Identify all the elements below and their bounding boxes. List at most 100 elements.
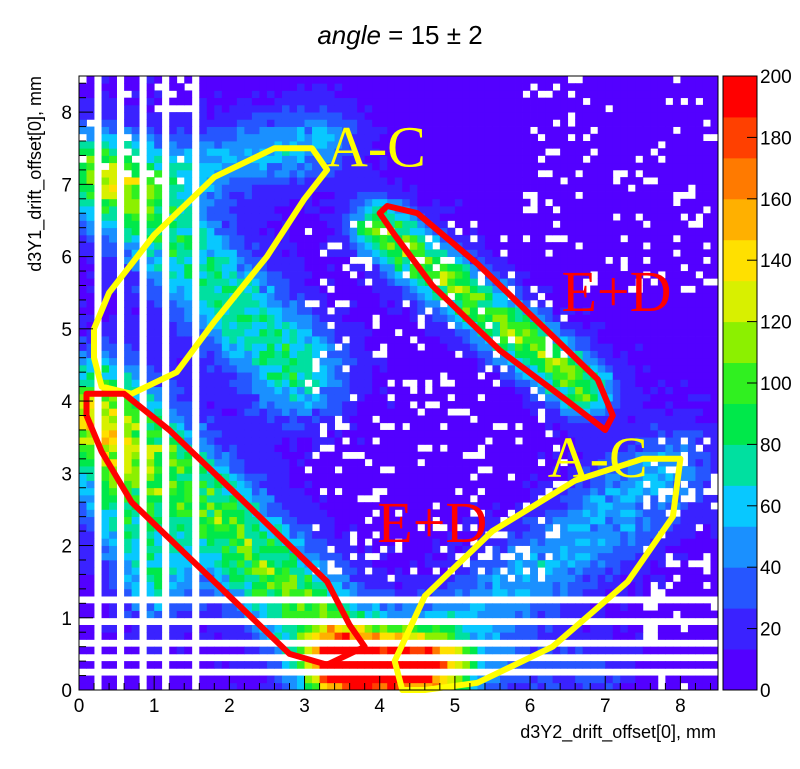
heatmap-bin	[214, 538, 223, 546]
heatmap-bin	[515, 336, 523, 344]
heatmap-bin	[552, 343, 561, 351]
heatmap-bin	[266, 220, 275, 229]
heatmap-bin	[432, 552, 441, 561]
heatmap-bin	[297, 473, 305, 481]
heatmap-bin	[537, 271, 546, 279]
heatmap-bin	[199, 682, 208, 691]
heatmap-bin	[530, 155, 538, 164]
heatmap-bin	[379, 502, 388, 510]
heatmap-bin	[109, 494, 117, 503]
heatmap-bin	[545, 509, 554, 518]
heatmap-bin	[266, 162, 275, 171]
heatmap-bin	[454, 494, 463, 503]
heatmap-bin	[439, 112, 448, 120]
heatmap-bin	[304, 292, 313, 301]
heatmap-bin	[146, 343, 155, 351]
heatmap-bin	[582, 632, 591, 640]
heatmap-bin	[289, 552, 298, 561]
heatmap-bin	[605, 429, 614, 438]
heatmap-bin	[297, 83, 305, 91]
heatmap-bin	[101, 133, 110, 142]
heatmap-bin	[552, 574, 561, 583]
heatmap-bin	[79, 271, 87, 279]
heatmap-bin	[379, 437, 388, 445]
heatmap-bin	[251, 213, 260, 221]
heatmap-bin	[266, 206, 275, 214]
heatmap-bin	[372, 581, 381, 590]
heatmap-bin	[575, 278, 584, 286]
heatmap-bin	[251, 588, 260, 597]
heatmap-bin	[567, 603, 576, 611]
heatmap-bin	[236, 552, 245, 561]
heatmap-bin	[251, 191, 260, 200]
heatmap-bin	[424, 437, 433, 445]
heatmap-bin	[184, 480, 193, 489]
heatmap-bin	[244, 126, 253, 135]
heatmap-bin	[236, 350, 245, 359]
heatmap-bin	[206, 516, 215, 525]
heatmap-bin	[357, 314, 366, 322]
heatmap-bin	[484, 278, 493, 286]
heatmap-bin	[507, 429, 516, 438]
heatmap-bin	[199, 379, 208, 388]
heatmap-bin	[545, 523, 554, 532]
heatmap-bin	[79, 675, 87, 684]
heatmap-bin	[251, 256, 260, 265]
heatmap-bin	[251, 538, 260, 546]
heatmap-bin	[297, 401, 305, 409]
heatmap-bin	[387, 242, 396, 250]
heatmap-bin	[312, 350, 320, 359]
heatmap-bin	[499, 559, 508, 568]
heatmap-bin	[124, 141, 133, 149]
heatmap-bin	[274, 206, 283, 214]
heatmap-bin	[124, 646, 133, 655]
heatmap-bin	[582, 451, 591, 460]
heatmap-bin	[447, 206, 456, 214]
heatmap-bin	[101, 321, 110, 330]
heatmap-bin	[364, 198, 373, 207]
heatmap-bin	[530, 545, 538, 554]
heatmap-bin	[281, 574, 290, 583]
heatmap-bin	[101, 567, 110, 575]
heatmap-bin	[439, 307, 448, 315]
heatmap-bin	[266, 350, 275, 359]
heatmap-bin	[597, 567, 606, 575]
heatmap-bin	[612, 581, 621, 590]
heatmap-bin	[552, 552, 561, 561]
heatmap-bin	[462, 603, 471, 611]
heatmap-bin	[184, 227, 193, 236]
heatmap-bin	[454, 458, 463, 467]
heatmap-bin	[515, 256, 523, 265]
heatmap-bin	[387, 271, 396, 279]
heatmap-bin	[612, 632, 621, 640]
heatmap-bin	[244, 415, 253, 424]
heatmap-bin	[605, 198, 614, 207]
heatmap-bin	[590, 458, 599, 467]
heatmap-bin	[184, 372, 193, 380]
heatmap-bin	[394, 466, 403, 474]
heatmap-bin	[169, 437, 178, 445]
heatmap-bin	[79, 307, 87, 315]
heatmap-bin	[327, 162, 335, 171]
heatmap-bin	[417, 227, 426, 236]
heatmap-bin	[357, 473, 366, 481]
heatmap-bin	[349, 141, 358, 149]
heatmap-bin	[124, 372, 133, 380]
heatmap-bin	[462, 148, 471, 156]
heatmap-bin	[605, 494, 614, 503]
heatmap-bin	[394, 502, 403, 510]
heatmap-bin	[545, 357, 554, 366]
heatmap-bin	[109, 119, 117, 127]
heatmap-bin	[417, 437, 426, 445]
heatmap-bin	[417, 307, 426, 315]
heatmap-bin	[221, 473, 230, 481]
heatmap-bin	[499, 271, 508, 279]
heatmap-bin	[319, 675, 328, 684]
heatmap-bin	[560, 473, 569, 481]
heatmap-bin	[319, 155, 328, 164]
heatmap-bin	[259, 509, 268, 518]
heatmap-bin	[206, 646, 215, 655]
heatmap-bin	[266, 104, 275, 113]
heatmap-bin	[515, 220, 523, 229]
heatmap-bin	[507, 328, 516, 337]
